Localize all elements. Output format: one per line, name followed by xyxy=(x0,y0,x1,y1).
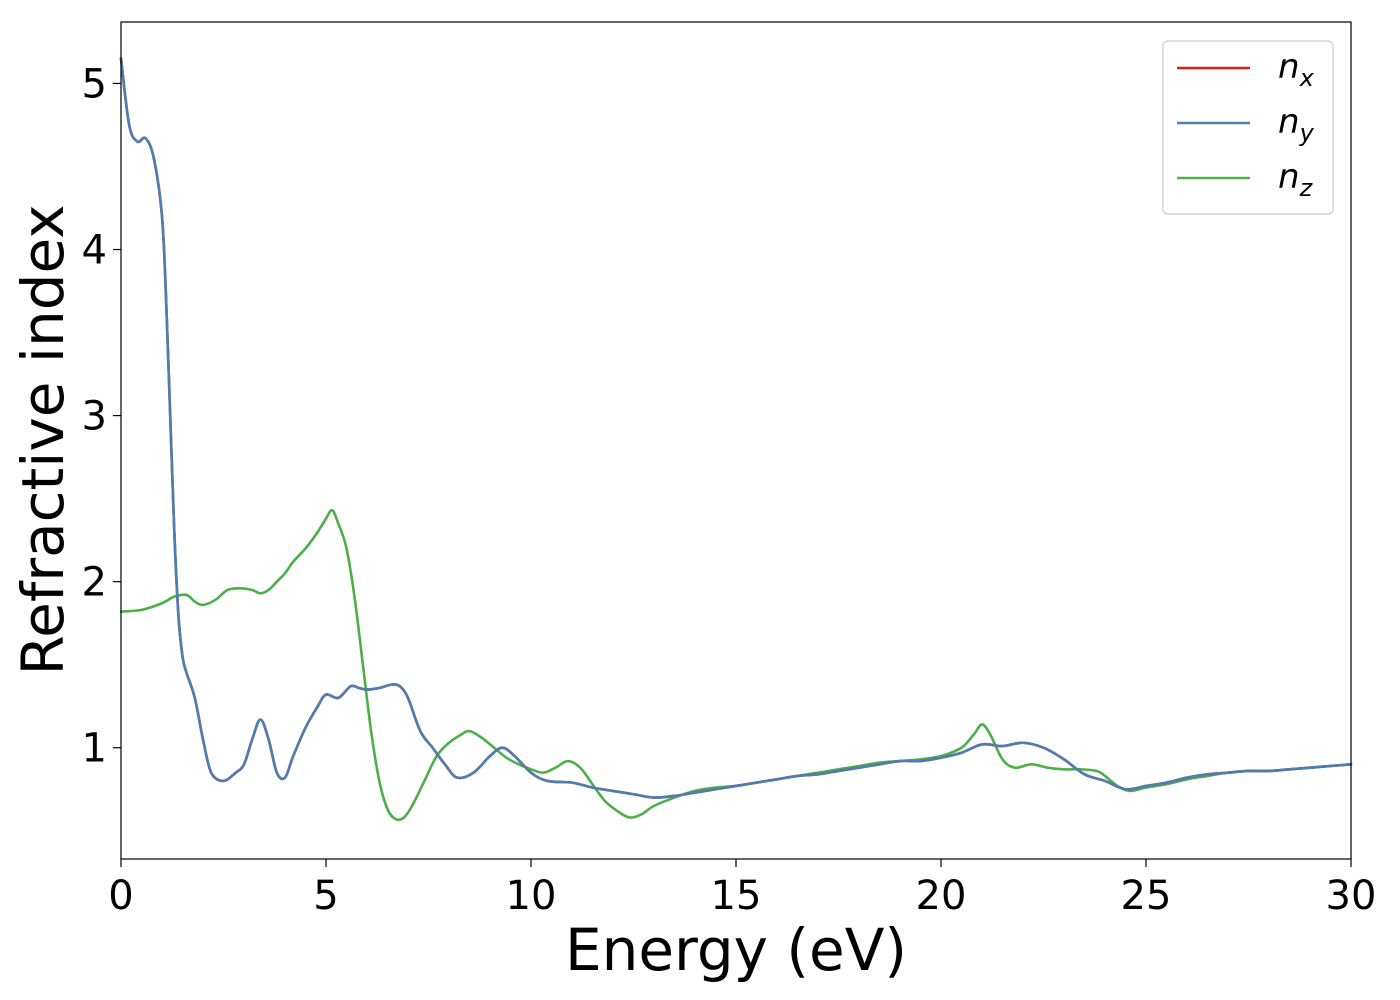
x-tick-label: 20 xyxy=(916,873,967,919)
y-tick-label: 5 xyxy=(82,61,107,107)
legend-label-nx: nx xyxy=(1278,47,1315,92)
x-tick-label: 25 xyxy=(1121,873,1172,919)
series-line-nz xyxy=(119,508,1353,822)
x-axis-label: Energy (eV) xyxy=(565,916,907,984)
legend: nx ny nz xyxy=(1162,40,1334,215)
y-tick-label: 3 xyxy=(82,394,107,440)
series-line-ny xyxy=(119,57,1353,799)
x-tick-label: 30 xyxy=(1326,873,1377,919)
series-layer xyxy=(119,57,1353,822)
x-tick-label: 0 xyxy=(108,873,133,919)
legend-label-ny: ny xyxy=(1278,102,1315,147)
y-tick-label: 2 xyxy=(82,560,107,606)
x-tick-label: 15 xyxy=(711,873,762,919)
x-tick-label: 5 xyxy=(313,873,338,919)
legend-label-nz: nz xyxy=(1278,157,1314,202)
y-axis-label: Refractive index xyxy=(9,204,77,675)
ticks-layer: 0 5 10 15 20 25 30 1 2 3 4 5 xyxy=(82,61,1377,919)
y-tick-label: 1 xyxy=(82,726,107,772)
y-tick-label: 4 xyxy=(82,228,107,274)
legend-box xyxy=(1162,40,1334,215)
x-tick-label: 10 xyxy=(506,873,557,919)
